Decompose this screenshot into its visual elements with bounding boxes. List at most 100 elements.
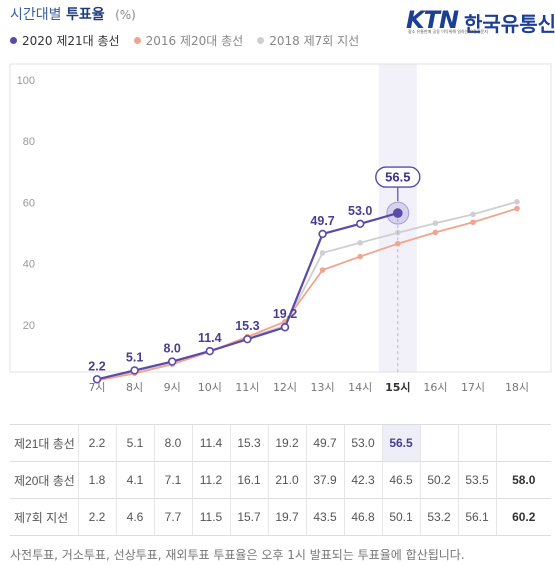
table-cell: 11.4 [191, 424, 230, 462]
table-cell: 16.1 [229, 461, 268, 499]
logo-abbr: KTN [406, 6, 459, 34]
row-label: 제20대 총선 [10, 461, 78, 499]
plot-frame [9, 63, 552, 373]
table-cell: 46.5 [381, 461, 420, 499]
title-part2: 투표율 [65, 7, 105, 23]
legend-label: 2018 제7회 지선 [269, 34, 360, 48]
table-cell: 56.5 [381, 424, 420, 462]
table-cell: 58.0 [495, 461, 551, 499]
legend-item: 2020 제21대 총선 [10, 32, 120, 49]
data-label: 8.0 [164, 342, 181, 356]
x-tick-label: 17시 [461, 381, 485, 394]
data-label: 49.7 [310, 214, 334, 228]
data-point [514, 205, 520, 212]
data-point [168, 357, 177, 366]
table-cell: 19.2 [267, 424, 306, 462]
x-tick-label: 10시 [198, 381, 222, 394]
x-tick-label: 12시 [273, 381, 297, 394]
table-cell: 49.7 [305, 424, 344, 462]
data-table: 제21대 총선 2.2 5.1 8.0 11.4 15.3 19.2 49.7 53.0 56.5… [10, 424, 551, 536]
table-cell: 11.5 [191, 498, 230, 536]
table-cell: 15.7 [229, 498, 268, 536]
series-line [96, 207, 518, 382]
title-part1: 시간대별 [10, 7, 62, 23]
data-point [243, 334, 252, 344]
data-label: 15.3 [235, 319, 259, 333]
table-cell: 50.2 [419, 461, 458, 499]
data-point [432, 220, 439, 227]
data-label: 2.2 [88, 359, 105, 373]
table-cell: 53.5 [457, 461, 496, 499]
data-label: 5.1 [126, 350, 143, 364]
table-cell: 8.0 [153, 424, 192, 462]
data-label: 11.4 [198, 331, 222, 345]
table-cell: 50.1 [381, 498, 420, 536]
table-cell: 21.0 [267, 461, 306, 499]
y-tick-label: 40 [23, 259, 35, 271]
data-point [319, 250, 326, 256]
table-cell: 46.8 [343, 498, 382, 536]
data-label: 53.0 [348, 204, 372, 218]
row-label: 제7회 지선 [10, 498, 78, 536]
data-point [130, 366, 139, 375]
ktn-logo: KTN 한국유통신문 중소 유통판매 공동 이익위해 일하는 유통전문지 [406, 6, 555, 36]
table-cell: 53.0 [343, 424, 382, 462]
line-chart: 20 40 60 80 100 7시 8시 9시 10시 11시 12시 13시 14시 15시 16시 17… [9, 63, 552, 394]
data-point [280, 323, 290, 332]
table-cell: 15.3 [229, 424, 268, 462]
logo-name: 한국유통신문 [464, 12, 555, 36]
logo-tagline: 중소 유통판매 공동 이익위해 일하는 유통전문지 [408, 29, 488, 34]
x-tick-label: 13시 [311, 381, 335, 394]
x-tick-label: 7시 [88, 381, 105, 394]
table-cell: 1.8 [77, 461, 116, 499]
chart-legend: 2020 제21대 총선 2016 제20대 총선 2018 제7회 지선 [10, 32, 373, 50]
data-point [318, 229, 327, 239]
y-tick-label: 20 [23, 320, 35, 332]
legend-item: 2018 제7회 지선 [257, 32, 359, 49]
data-point [319, 267, 326, 273]
y-tick-label: 60 [23, 197, 35, 209]
x-tick-label: 14시 [348, 381, 372, 394]
data-point [92, 375, 102, 384]
table-cell [457, 424, 496, 462]
x-tick-label: 18시 [505, 381, 529, 394]
y-tick-label: 100 [17, 75, 35, 87]
legend-label: 2016 제20대 총선 [145, 34, 244, 48]
footnote: 사전투표, 거소투표, 선상투표, 재외투표 투표율은 오후 1시 발표되는 투… [10, 548, 465, 562]
data-point [470, 219, 476, 226]
table-row: 제21대 총선 2.2 5.1 8.0 11.4 15.3 19.2 49.7 53.0 56.5 [10, 424, 551, 462]
x-tick-label: 11시 [235, 381, 259, 394]
table-cell: 43.5 [305, 498, 344, 536]
legend-label: 2020 제21대 총선 [22, 34, 120, 48]
table-cell: 2.2 [77, 424, 116, 462]
table-cell: 4.1 [115, 461, 154, 499]
highlight-point [393, 209, 402, 218]
legend-dot-icon [257, 37, 265, 44]
callout-label: 56.5 [385, 170, 410, 185]
table-cell: 2.2 [77, 498, 116, 536]
row-label: 제21대 총선 [10, 424, 78, 462]
table-cell: 5.1 [115, 424, 154, 462]
table-cell [495, 424, 551, 462]
x-tick-label: 9시 [164, 381, 181, 394]
table-cell: 19.7 [267, 498, 306, 536]
table-cell: 56.1 [457, 498, 496, 536]
x-tick-label: 8시 [126, 381, 143, 394]
data-point [470, 211, 476, 218]
table-cell: 42.3 [343, 461, 382, 499]
table-cell [419, 424, 458, 462]
x-tick-label: 15시 [385, 381, 410, 394]
data-point [205, 346, 215, 356]
table-cell: 53.2 [419, 498, 458, 536]
table-row: 제7회 지선 2.2 4.6 7.7 11.5 15.7 19.7 43.5 46.8 50.1 5… [10, 498, 551, 536]
chart-title: 시간대별 투표율 (%) [10, 4, 136, 24]
y-tick-label: 80 [23, 136, 35, 148]
table-cell: 4.6 [115, 498, 154, 536]
table-cell: 7.7 [153, 498, 192, 536]
highlight-band [378, 64, 417, 372]
data-point [356, 219, 365, 229]
legend-dot-icon [133, 37, 141, 44]
data-point [357, 253, 364, 260]
data-point [432, 229, 439, 236]
data-point [514, 198, 520, 205]
